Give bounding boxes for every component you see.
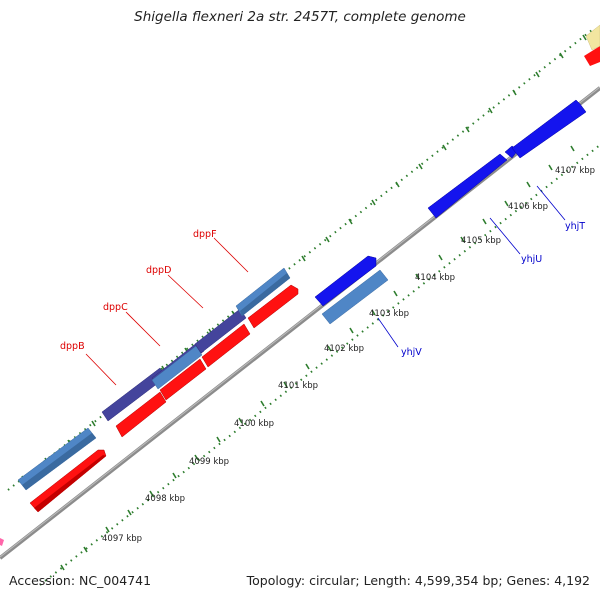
feature-pink-edge[interactable]: [0, 538, 4, 546]
tick-label-4107: 4107 kbp: [555, 166, 595, 176]
feature-blue-2[interactable]: [427, 153, 508, 219]
tick-label-4106: 4106 kbp: [508, 202, 548, 212]
gene-label-yhjV[interactable]: yhjV: [401, 347, 422, 358]
feature-lane-blue: [314, 99, 587, 325]
tick-label-4103: 4103 kbp: [369, 309, 409, 319]
feature-lane-outer: [17, 267, 291, 491]
feature-red-5[interactable]: [247, 284, 299, 329]
gene-label-dppD[interactable]: dppD: [146, 265, 171, 276]
gene-label-yhjT[interactable]: yhjT: [565, 221, 585, 232]
gene-label-yhjU[interactable]: yhjU: [521, 254, 542, 265]
genome-backbone: [0, 86, 600, 560]
feature-red-edge[interactable]: [584, 46, 600, 66]
tick-label-4105: 4105 kbp: [461, 236, 501, 246]
tick-label-4100: 4100 kbp: [234, 419, 274, 429]
feature-red-1-shade: [34, 455, 106, 512]
feature-dppF-shade: [240, 273, 290, 316]
gene-label-dppC[interactable]: dppC: [103, 302, 128, 313]
feature-lane-red: [29, 46, 600, 513]
map-title: Shigella flexneri 2a str. 2457T, complet…: [134, 9, 466, 25]
outer-tick-ring: [7, 29, 593, 491]
tick-label-4104: 4104 kbp: [415, 273, 455, 283]
tick-label-4097: 4097 kbp: [102, 534, 142, 544]
genome-backbone-highlight: [0, 86, 600, 558]
feature-dppC-steel[interactable]: [151, 345, 203, 390]
gene-label-dppB[interactable]: dppB: [60, 341, 85, 352]
gene-label-dppF[interactable]: dppF: [193, 229, 217, 240]
feature-red-2[interactable]: [115, 391, 167, 438]
feature-blue-1[interactable]: [314, 255, 377, 307]
tick-label-4098: 4098 kbp: [145, 494, 185, 504]
feature-steelblue-1-shade: [22, 433, 96, 490]
tick-label-4101: 4101 kbp: [278, 381, 318, 391]
feature-dppD-body[interactable]: [194, 308, 247, 354]
feature-yellow[interactable]: [585, 24, 600, 51]
tick-label-4099: 4099 kbp: [189, 457, 229, 467]
tick-label-4102: 4102 kbp: [324, 344, 364, 354]
feature-red-4[interactable]: [201, 323, 251, 368]
topology-label: Topology: circular; Length: 4,599,354 bp…: [246, 573, 590, 588]
accession-label: Accession: NC_004741: [9, 573, 152, 588]
feature-yhjV-body[interactable]: [321, 269, 389, 325]
label-leaders: [85, 185, 566, 386]
inner-major-ticks: [60, 145, 575, 571]
feature-red-3[interactable]: [159, 358, 207, 401]
feature-blue-4[interactable]: [511, 99, 587, 159]
